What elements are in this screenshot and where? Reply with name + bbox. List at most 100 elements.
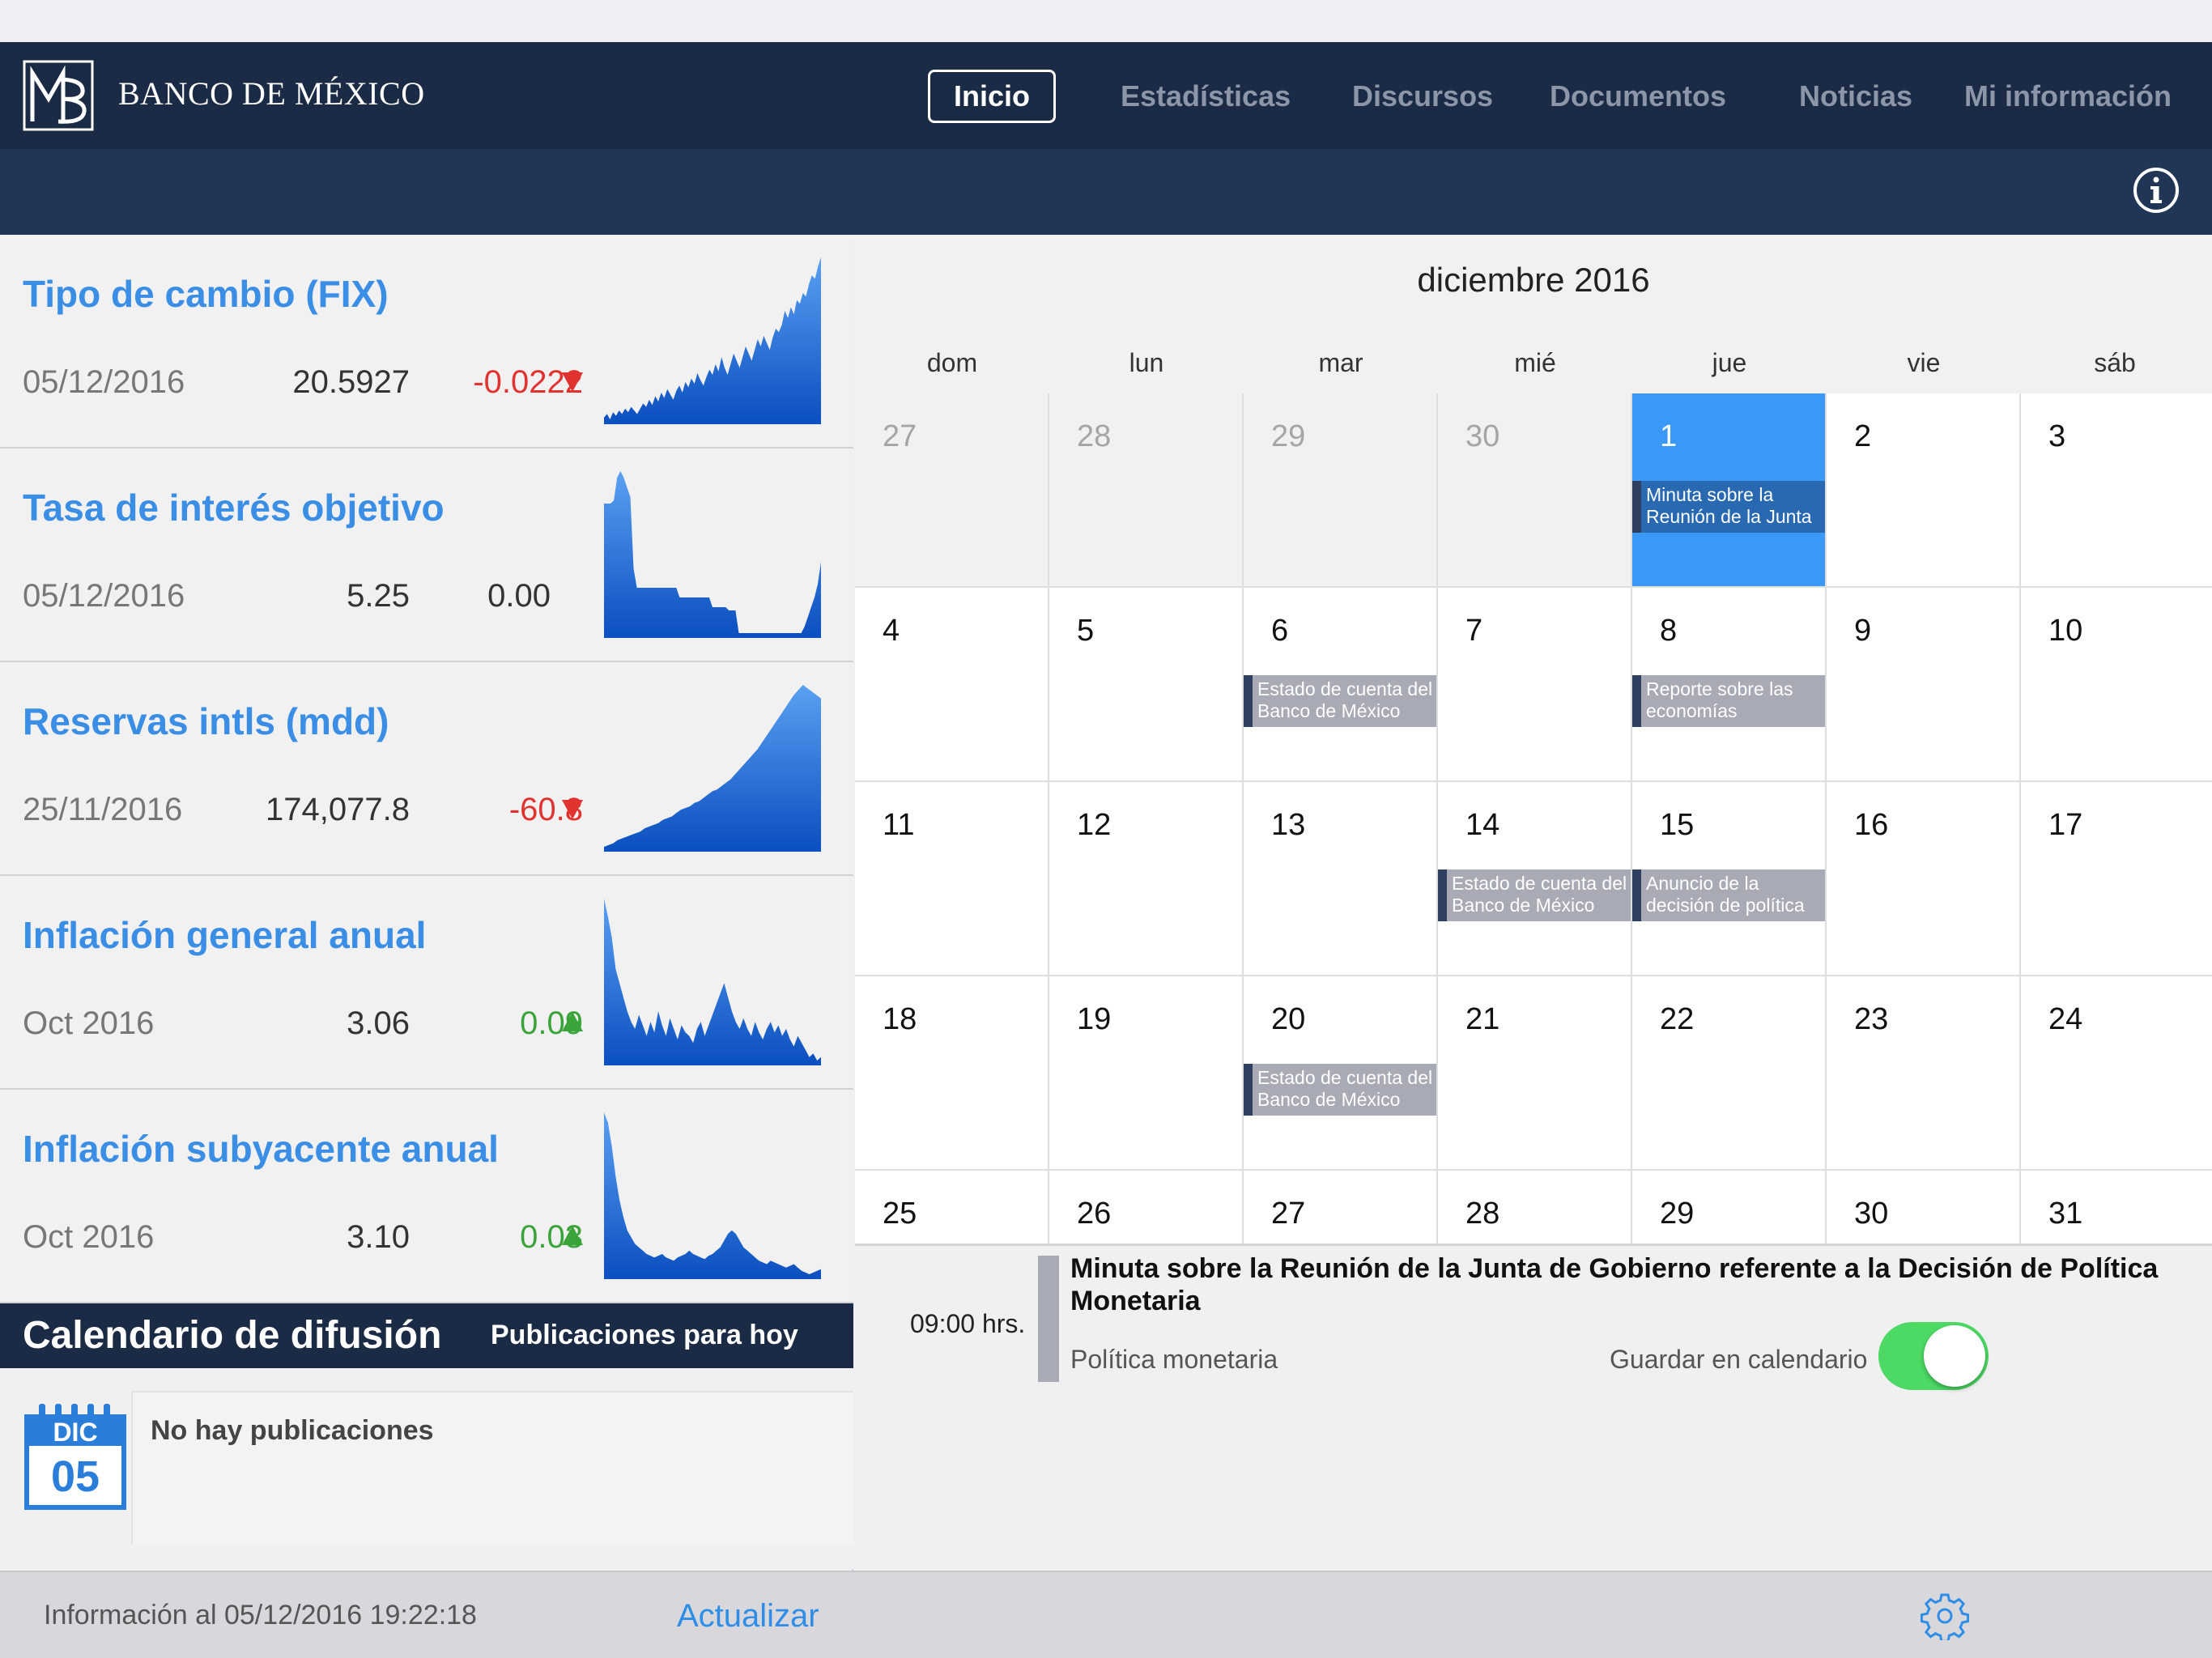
save-to-calendar-toggle[interactable] — [1878, 1322, 1989, 1390]
calendar-day[interactable]: 20 Estado de cuenta del Banco de México — [1244, 976, 1438, 1171]
calendar-day[interactable]: 17 — [2021, 782, 2212, 976]
indicator-reservas[interactable]: Reservas intls (mdd) 25/11/2016 174,077.… — [0, 662, 853, 876]
day-number: 6 — [1271, 614, 1289, 648]
indicator-change: -0.0222 — [473, 364, 583, 400]
indicator-date: 05/12/2016 — [23, 364, 185, 400]
calendar-day[interactable]: 7 — [1438, 588, 1632, 782]
banxico-logo-icon — [23, 60, 94, 131]
event-title: Minuta sobre la Reunión de la Junta de G… — [1070, 1253, 2159, 1316]
weekday-label: mié — [1514, 348, 1556, 377]
toggle-knob — [1924, 1325, 1985, 1387]
trend-down-icon — [562, 800, 583, 819]
calendar-day[interactable]: 6 Estado de cuenta del Banco de México — [1244, 588, 1438, 782]
day-number: 29 — [1271, 419, 1306, 453]
sparkline-chart — [604, 471, 821, 638]
tab-noticias[interactable]: Noticias — [1799, 79, 1913, 113]
calendar-day[interactable]: 12 — [1049, 782, 1244, 976]
calendar-day[interactable]: 27 — [1244, 1171, 1438, 1245]
calendar-day[interactable]: 1 Minuta sobre la Reunión de la Junta — [1632, 393, 1827, 588]
sparkline-area — [604, 685, 821, 852]
info-icon[interactable] — [2133, 167, 2180, 214]
indicator-inflacion-general[interactable]: Inflación general anual Oct 2016 3.06 0.… — [0, 876, 853, 1090]
calendar-day[interactable]: 13 — [1244, 782, 1438, 976]
calendar-day[interactable]: 15 Anuncio de la decisión de política — [1632, 782, 1827, 976]
calendar-day[interactable]: 28 — [1049, 393, 1244, 588]
calendar-day[interactable]: 4 — [855, 588, 1049, 782]
tab-estadisticas[interactable]: Estadísticas — [1121, 79, 1291, 113]
calendar-event[interactable]: Estado de cuenta del Banco de México — [1438, 869, 1631, 921]
calendar-day[interactable]: 18 — [855, 976, 1049, 1171]
calendar-day[interactable]: 22 — [1632, 976, 1827, 1171]
indicator-title: Inflación general anual — [23, 914, 427, 956]
day-number: 12 — [1077, 808, 1112, 842]
tab-documentos[interactable]: Documentos — [1550, 79, 1727, 113]
calendar-event[interactable]: Anuncio de la decisión de política — [1632, 869, 1825, 921]
date-icon-month: DIC — [53, 1418, 97, 1447]
day-number: 18 — [883, 1002, 917, 1036]
event-category: Política monetaria — [1070, 1345, 1278, 1374]
last-updated-text: Información al 05/12/2016 19:22:18 — [44, 1600, 477, 1630]
indicator-value: 5.25 — [347, 578, 410, 614]
sparkline-chart — [604, 899, 821, 1065]
calendar-day[interactable]: 26 — [1049, 1171, 1244, 1245]
refresh-button[interactable]: Actualizar — [677, 1598, 819, 1634]
tab-mi-informacion[interactable]: Mi información — [1964, 79, 2172, 113]
calendar-day[interactable]: 2 — [1827, 393, 2021, 588]
calendar-day[interactable]: 8 Reporte sobre las economías — [1632, 588, 1827, 782]
day-number: 9 — [1854, 614, 1872, 648]
status-bar — [0, 0, 2212, 42]
calendar-day[interactable]: 28 — [1438, 1171, 1632, 1245]
day-number: 10 — [2048, 614, 2083, 648]
calendar-day[interactable]: 29 — [1244, 393, 1438, 588]
calendar-day[interactable]: 30 — [1438, 393, 1632, 588]
event-detail: 09:00 hrs. Minuta sobre la Reunión de la… — [855, 1244, 2212, 1571]
calendar-day[interactable]: 29 — [1632, 1171, 1827, 1245]
save-to-calendar-label: Guardar en calendario — [1610, 1345, 1868, 1374]
day-number: 26 — [1077, 1197, 1112, 1231]
todays-publications-label: Publicaciones para hoy — [491, 1320, 798, 1350]
trend-down-icon — [562, 372, 583, 392]
indicator-tasa-de-interes[interactable]: Tasa de interés objetivo 05/12/2016 5.25… — [0, 449, 853, 662]
calendar-day[interactable]: 25 — [855, 1171, 1049, 1245]
calendar-day[interactable]: 27 — [855, 393, 1049, 588]
release-calendar-header: Calendario de difusión Publicaciones par… — [0, 1303, 853, 1368]
tab-discursos[interactable]: Discursos — [1352, 79, 1494, 113]
calendar-day[interactable]: 24 — [2021, 976, 2212, 1171]
trend-up-icon — [562, 1012, 583, 1031]
indicator-tipo-de-cambio[interactable]: Tipo de cambio (FIX) 05/12/2016 20.5927 … — [0, 235, 853, 449]
day-number: 27 — [1271, 1197, 1306, 1231]
day-number: 30 — [1854, 1197, 1889, 1231]
sparkline-area — [604, 1112, 821, 1279]
calendar-day[interactable]: 5 — [1049, 588, 1244, 782]
calendar-day[interactable]: 23 — [1827, 976, 2021, 1171]
day-number: 20 — [1271, 1002, 1306, 1036]
day-number: 31 — [2048, 1197, 2083, 1231]
indicator-inflacion-subyacente[interactable]: Inflación subyacente anual Oct 2016 3.10… — [0, 1090, 853, 1303]
calendar-day[interactable]: 10 — [2021, 588, 2212, 782]
calendar-event[interactable]: Minuta sobre la Reunión de la Junta — [1632, 481, 1825, 533]
calendar-day[interactable]: 21 — [1438, 976, 1632, 1171]
indicator-change: 0.00 — [487, 578, 551, 614]
day-number: 5 — [1077, 614, 1095, 648]
day-number: 4 — [883, 614, 900, 648]
calendar-event[interactable]: Estado de cuenta del Banco de México — [1244, 1064, 1436, 1116]
calendar-event[interactable]: Reporte sobre las economías — [1632, 675, 1825, 727]
calendar-day[interactable]: 30 — [1827, 1171, 2021, 1245]
weekday-label: lun — [1129, 348, 1164, 377]
calendar-day[interactable]: 9 — [1827, 588, 2021, 782]
day-number: 28 — [1077, 419, 1112, 453]
indicator-value: 174,077.8 — [266, 792, 410, 827]
calendar-event[interactable]: Estado de cuenta del Banco de México — [1244, 675, 1436, 727]
calendar-day[interactable]: 14 Estado de cuenta del Banco de México — [1438, 782, 1632, 976]
gear-icon[interactable] — [1921, 1592, 1969, 1640]
calendar-day[interactable]: 19 — [1049, 976, 1244, 1171]
tab-inicio[interactable]: Inicio — [928, 70, 1056, 123]
calendar-day[interactable]: 16 — [1827, 782, 2021, 976]
day-number: 27 — [883, 419, 917, 453]
calendar-date-icon: DIC 05 — [24, 1404, 126, 1510]
calendar-day[interactable]: 11 — [855, 782, 1049, 976]
indicator-date: 25/11/2016 — [23, 792, 183, 827]
calendar-day[interactable]: 3 — [2021, 393, 2212, 588]
publications-card — [131, 1391, 853, 1545]
calendar-day[interactable]: 31 — [2021, 1171, 2212, 1245]
